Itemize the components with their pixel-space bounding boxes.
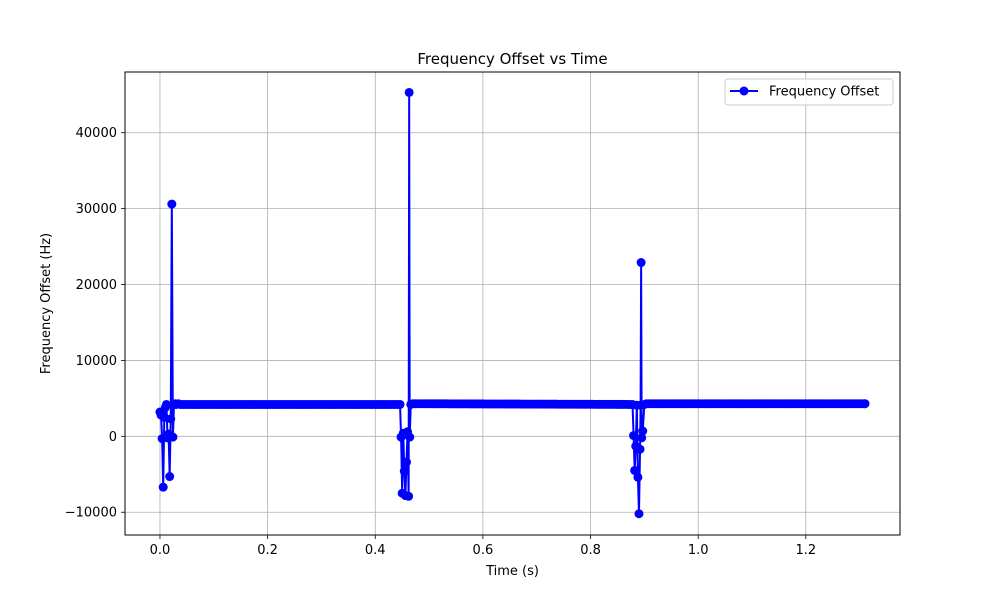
data-point (405, 432, 415, 442)
legend-box (724, 78, 894, 106)
data-point (637, 433, 647, 443)
x-tick-label: 1.2 (795, 543, 816, 558)
data-point (161, 399, 171, 409)
data-point (166, 414, 176, 424)
x-tick-label: 0.8 (580, 543, 601, 558)
y-tick-label: 30000 (76, 202, 117, 217)
data-point (165, 472, 175, 482)
data-point (401, 457, 411, 467)
x-axis-label: Time (s) (485, 564, 539, 579)
data-point (399, 466, 409, 476)
y-tick-label: −10000 (65, 506, 117, 521)
data-point (860, 399, 870, 409)
data-point (635, 444, 645, 454)
legend: Frequency Offset (724, 78, 894, 106)
x-tick-label: 0.0 (150, 543, 171, 558)
ticks: 0.0 0.2 0.4 0.6 0.8 1.0 1.2 −10000 0 10000 20000 30… (65, 126, 816, 558)
legend-marker-swatch (739, 86, 749, 96)
series-layer (155, 87, 870, 519)
data-point (167, 199, 177, 209)
data-point (395, 399, 405, 409)
data-point (168, 432, 178, 442)
data-point (629, 431, 639, 441)
data-point (636, 258, 646, 268)
y-axis-label: Frequency Offset (Hz) (39, 233, 54, 374)
data-point (404, 491, 414, 501)
y-tick-label: 0 (109, 430, 117, 445)
grid (125, 72, 900, 535)
data-point (158, 482, 168, 492)
plot-frame (124, 71, 901, 536)
data-point (633, 472, 643, 482)
data-point (404, 87, 414, 97)
x-tick-label: 1.0 (688, 543, 709, 558)
legend-label: Frequency Offset (769, 85, 879, 100)
x-tick-label: 0.6 (473, 543, 494, 558)
chart-title: Frequency Offset vs Time (417, 50, 607, 68)
y-tick-label: 10000 (76, 354, 117, 369)
x-tick-label: 0.2 (257, 543, 278, 558)
x-tick-label: 0.4 (365, 543, 386, 558)
data-point (630, 465, 640, 475)
y-tick-label: 40000 (76, 126, 117, 141)
data-point (638, 426, 648, 436)
data-point (634, 509, 644, 519)
y-tick-label: 20000 (76, 278, 117, 293)
